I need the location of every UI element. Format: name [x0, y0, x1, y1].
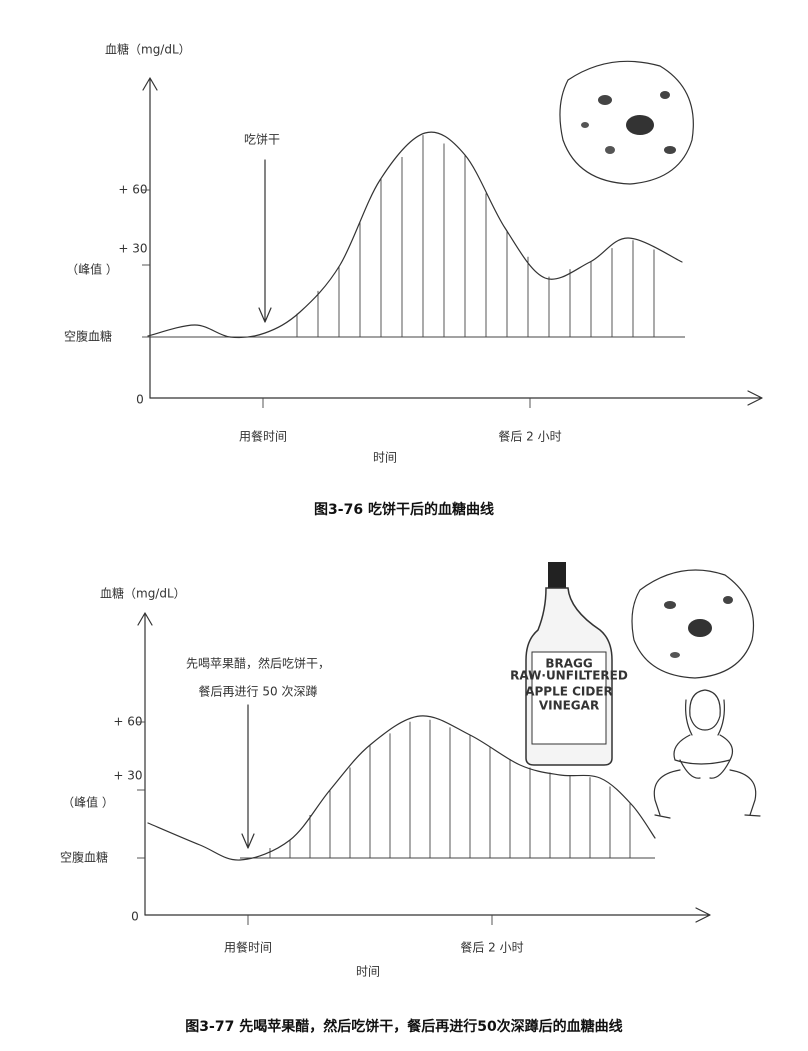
- x-axis: [144, 907, 711, 923]
- figure-caption: 图3-76 吃饼干后的血糖曲线: [314, 501, 494, 518]
- y-axis-label: 血糖（mg/dL）: [100, 586, 186, 601]
- glucose-figure: 血糖（mg/dL） + 60 + 30（峰值 ） 空腹血糖 0 用餐时间 餐后 2 小时时间…: [64, 42, 763, 518]
- x-axis-label: 时间: [356, 965, 380, 979]
- annotation: 先喝苹果醋，然后吃饼干，: [186, 656, 330, 671]
- arrow: [258, 159, 272, 323]
- y-axis-label: 血糖（mg/dL）: [105, 42, 191, 57]
- x-label: 餐后 2 小时: [498, 429, 561, 444]
- y-axis: [137, 612, 153, 916]
- annotation: 吃饼干: [244, 133, 280, 147]
- y-label: （峰值 ）: [62, 795, 114, 810]
- x-axis: [149, 390, 763, 406]
- y-label: （峰值 ）: [66, 262, 118, 277]
- y-label: 0: [131, 910, 139, 924]
- bottle-label: BRAGG: [545, 657, 592, 671]
- bottle-label: RAW·UNFILTERED: [510, 669, 628, 683]
- glucose-curve: [147, 715, 656, 861]
- x-label: 餐后 2 小时: [460, 940, 523, 955]
- y-label: + 30: [113, 769, 142, 783]
- figure-caption: 图3-77 先喝苹果醋，然后吃饼干，餐后再进行50次深蹲后的血糖曲线: [185, 1018, 622, 1035]
- x-label: 用餐时间: [239, 429, 287, 444]
- annotation: 餐后再进行 50 次深蹲: [199, 684, 318, 699]
- y-label: 空腹血糖: [60, 850, 108, 865]
- y-axis: [142, 77, 158, 399]
- y-label: + 60: [113, 715, 142, 729]
- cookie-illustration: [631, 569, 755, 679]
- bottle-label: APPLE CIDER: [525, 685, 613, 699]
- y-label: + 30: [118, 242, 147, 256]
- y-label: + 60: [118, 183, 147, 197]
- glucose-figure: 血糖（mg/dL） + 60 + 30 （峰值 ） 空腹血糖 0 用餐时间 餐后 2 小时时间…: [60, 586, 711, 1035]
- arrow: [241, 704, 255, 849]
- x-axis-label: 时间: [373, 451, 397, 465]
- y-label: 空腹血糖: [64, 329, 112, 344]
- squat-figure: [653, 689, 761, 819]
- vinegar-bottle: [525, 562, 613, 766]
- glucose-curve: [147, 131, 683, 339]
- x-label: 用餐时间: [224, 940, 272, 955]
- y-label: 0: [136, 393, 144, 407]
- bottle-label: VINEGAR: [539, 699, 599, 713]
- cookie-illustration: [559, 60, 694, 185]
